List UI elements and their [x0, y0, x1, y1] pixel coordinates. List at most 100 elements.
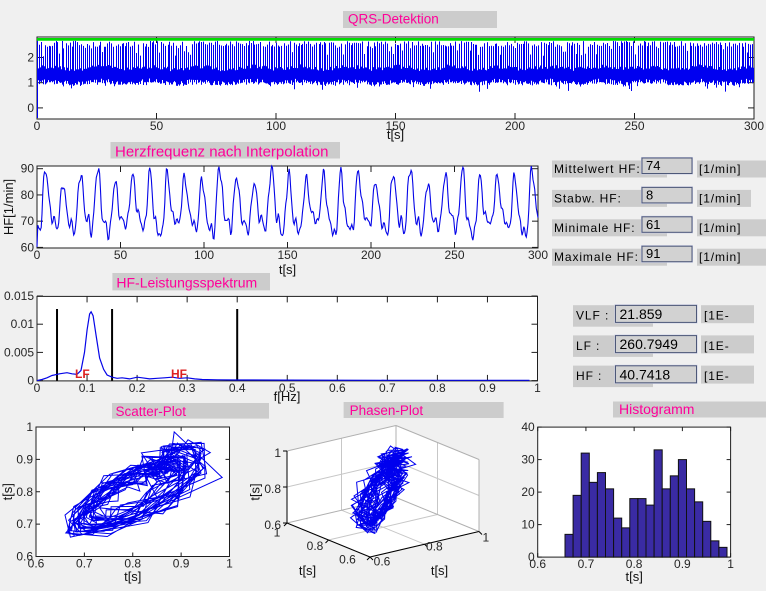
svg-text:0.9: 0.9 — [173, 557, 190, 571]
svg-text:Mittelwert HF:: Mittelwert HF: — [554, 162, 641, 176]
svg-text:200: 200 — [361, 248, 381, 262]
svg-text:1: 1 — [274, 526, 281, 540]
svg-text:100: 100 — [194, 248, 214, 262]
svg-text:Minimale HF:: Minimale HF: — [554, 221, 635, 235]
svg-text:21.859: 21.859 — [620, 306, 663, 322]
svg-text:50: 50 — [150, 119, 164, 133]
svg-text:1: 1 — [27, 76, 34, 90]
svg-text:150: 150 — [385, 119, 405, 133]
svg-text:VLF :: VLF : — [576, 309, 609, 323]
svg-text:[1/min]: [1/min] — [699, 250, 741, 264]
svg-text:1: 1 — [727, 557, 734, 571]
svg-text:f[Hz]: f[Hz] — [274, 389, 301, 404]
svg-text:t[s]: t[s] — [124, 569, 141, 584]
svg-text:t[s]: t[s] — [431, 563, 448, 578]
svg-text:HF-Leistungsspektrum: HF-Leistungsspektrum — [116, 274, 257, 290]
svg-text:0: 0 — [528, 550, 535, 564]
svg-text:0: 0 — [27, 101, 34, 115]
svg-text:0: 0 — [27, 374, 34, 388]
svg-text:1: 1 — [26, 420, 33, 434]
svg-text:74: 74 — [646, 158, 660, 173]
svg-text:70: 70 — [21, 214, 35, 228]
svg-text:60: 60 — [21, 240, 35, 254]
svg-text:0.9: 0.9 — [674, 557, 691, 571]
svg-text:0.005: 0.005 — [4, 345, 34, 359]
svg-text:0.015: 0.015 — [4, 289, 34, 303]
svg-text:0.9: 0.9 — [16, 452, 33, 466]
svg-text:80: 80 — [21, 188, 35, 202]
svg-text:HF: HF — [171, 367, 187, 381]
svg-text:Histogramm: Histogramm — [619, 401, 694, 417]
svg-text:50: 50 — [114, 248, 128, 262]
svg-text:0.8: 0.8 — [426, 539, 443, 553]
svg-text:30: 30 — [521, 453, 535, 467]
svg-text:HF :: HF : — [576, 369, 602, 383]
svg-text:0.4: 0.4 — [229, 381, 246, 395]
svg-text:0.6: 0.6 — [374, 554, 391, 568]
svg-text:40.7418: 40.7418 — [620, 366, 671, 382]
svg-text:0.7: 0.7 — [578, 557, 595, 571]
svg-text:[1E-: [1E- — [704, 309, 730, 323]
svg-text:0.3: 0.3 — [179, 381, 196, 395]
svg-text:[1/min]: [1/min] — [699, 221, 741, 235]
svg-text:1: 1 — [274, 446, 281, 460]
svg-text:0.8: 0.8 — [16, 485, 33, 499]
svg-text:[1/min]: [1/min] — [699, 191, 741, 205]
svg-text:0.9: 0.9 — [479, 381, 496, 395]
svg-text:[1E-: [1E- — [704, 339, 730, 353]
svg-text:LF :: LF : — [576, 339, 600, 353]
svg-text:t[s]: t[s] — [299, 563, 316, 578]
svg-text:t[s]: t[s] — [0, 483, 15, 500]
svg-text:0: 0 — [34, 248, 41, 262]
svg-text:Maximale HF:: Maximale HF: — [554, 250, 639, 264]
svg-text:100: 100 — [266, 119, 286, 133]
svg-text:Stabw. HF:: Stabw. HF: — [554, 191, 622, 205]
svg-text:10: 10 — [521, 518, 535, 532]
svg-text:300: 300 — [744, 119, 764, 133]
svg-text:0.7: 0.7 — [76, 557, 93, 571]
svg-text:0.7: 0.7 — [379, 381, 396, 395]
svg-text:250: 250 — [624, 119, 644, 133]
svg-text:150: 150 — [277, 248, 297, 262]
svg-text:260.7949: 260.7949 — [620, 336, 679, 352]
svg-text:QRS-Detektion: QRS-Detektion — [348, 12, 439, 27]
svg-text:91: 91 — [646, 246, 660, 261]
svg-text:0.6: 0.6 — [28, 557, 45, 571]
svg-text:0.7: 0.7 — [16, 517, 33, 531]
svg-text:0.8: 0.8 — [124, 557, 141, 571]
svg-text:0.6: 0.6 — [339, 553, 356, 567]
svg-text:HF[1/min]: HF[1/min] — [1, 179, 16, 235]
svg-text:8: 8 — [646, 187, 653, 202]
svg-text:Phasen-Plot: Phasen-Plot — [350, 403, 424, 418]
svg-text:2: 2 — [27, 51, 34, 65]
svg-text:40: 40 — [521, 420, 535, 434]
svg-text:250: 250 — [444, 248, 464, 262]
svg-text:0.6: 0.6 — [329, 381, 346, 395]
svg-text:0.6: 0.6 — [529, 557, 546, 571]
svg-text:t[s]: t[s] — [248, 483, 263, 500]
svg-text:90: 90 — [21, 162, 35, 176]
svg-text:[1/min]: [1/min] — [699, 162, 741, 176]
svg-text:Herzfrequenz nach Interpolatio: Herzfrequenz nach Interpolation — [115, 144, 328, 161]
svg-text:0.8: 0.8 — [307, 539, 324, 553]
svg-text:20: 20 — [521, 485, 535, 499]
svg-text:0.1: 0.1 — [79, 381, 96, 395]
svg-text:0.5: 0.5 — [279, 381, 296, 395]
svg-text:0.8: 0.8 — [626, 557, 643, 571]
svg-text:t[s]: t[s] — [387, 127, 404, 142]
svg-text:0.6: 0.6 — [264, 518, 281, 532]
svg-text:[1E-: [1E- — [704, 369, 730, 383]
svg-text:61: 61 — [646, 217, 660, 232]
svg-text:300: 300 — [528, 248, 548, 262]
svg-text:1: 1 — [226, 557, 233, 571]
svg-text:Scatter-Plot: Scatter-Plot — [116, 404, 187, 419]
svg-text:t[s]: t[s] — [279, 262, 296, 277]
svg-text:0: 0 — [34, 119, 41, 133]
svg-text:0.2: 0.2 — [129, 381, 146, 395]
svg-text:1: 1 — [482, 530, 489, 544]
svg-text:0.01: 0.01 — [11, 317, 35, 331]
svg-text:200: 200 — [505, 119, 525, 133]
svg-text:0: 0 — [34, 381, 41, 395]
svg-text:t[s]: t[s] — [625, 569, 642, 584]
svg-text:0.6: 0.6 — [16, 550, 33, 564]
